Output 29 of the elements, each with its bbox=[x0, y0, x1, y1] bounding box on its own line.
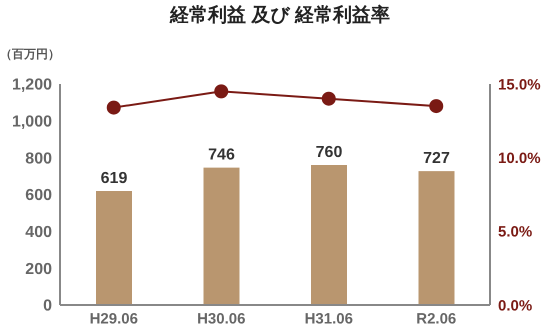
chart-title: 経常利益 及び 経常利益率 bbox=[168, 4, 391, 28]
x-tick-label: H30.06 bbox=[197, 310, 246, 328]
y2-tick-label: 15.0% bbox=[498, 76, 541, 94]
data-label: 619 bbox=[100, 170, 128, 187]
x-tick-label: H31.06 bbox=[304, 310, 353, 328]
y-tick-label: 400 bbox=[25, 224, 52, 242]
y-tick-label: 1,200 bbox=[12, 76, 52, 94]
point bbox=[429, 99, 444, 114]
y2-tick-label: 5.0% bbox=[498, 224, 532, 241]
data-label: 746 bbox=[208, 146, 235, 164]
point bbox=[322, 92, 336, 106]
y2-tick-label: 0.0% bbox=[498, 297, 532, 314]
point bbox=[214, 84, 228, 98]
bar bbox=[96, 191, 132, 305]
y-tick-label: 800 bbox=[25, 150, 52, 168]
bar bbox=[311, 165, 347, 305]
y-tick-label: 600 bbox=[25, 187, 52, 204]
y2-tick-label: 10.0% bbox=[498, 150, 541, 167]
bar bbox=[204, 168, 240, 305]
x-tick-label: H29.06 bbox=[90, 310, 138, 328]
y-tick-label: 1,000 bbox=[12, 114, 52, 131]
y-tick-label: 200 bbox=[25, 260, 52, 278]
point bbox=[106, 100, 121, 115]
y-tick-label: 0 bbox=[43, 298, 52, 315]
data-label: 727 bbox=[423, 150, 450, 168]
bar bbox=[418, 171, 454, 305]
x-tick-label: R2.06 bbox=[416, 310, 456, 328]
data-label: 760 bbox=[316, 144, 342, 162]
y-axis-title: （百万円） bbox=[0, 46, 60, 63]
